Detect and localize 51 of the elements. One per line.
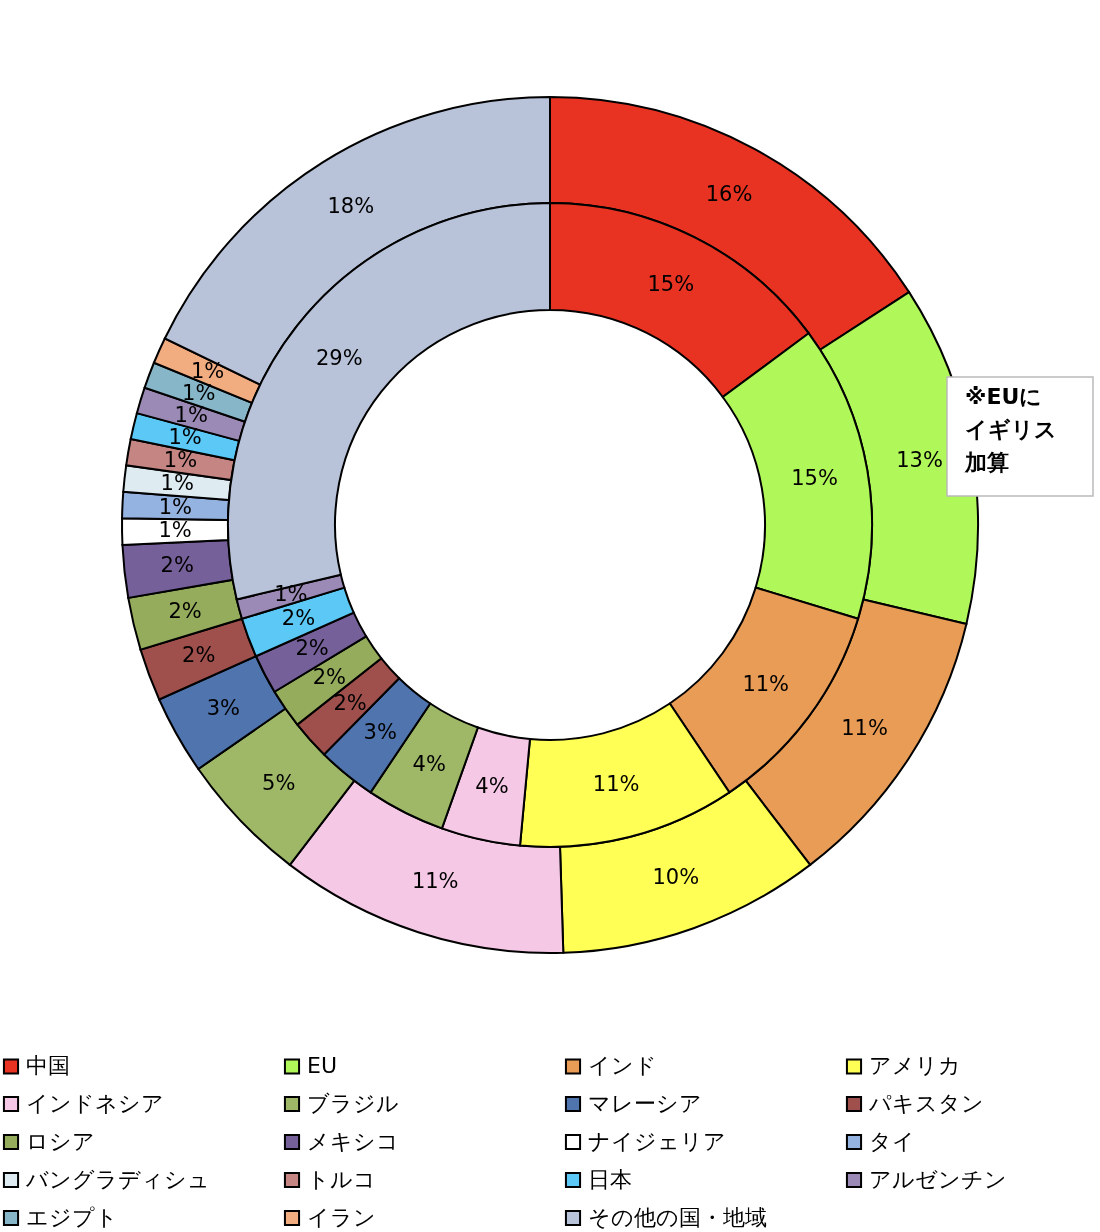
data-label: 11% [592, 772, 640, 797]
data-label: 11% [411, 869, 459, 893]
data-label: 29% [315, 345, 363, 370]
legend-label: バングラディシュ [25, 1167, 210, 1192]
legend-label: インド [588, 1053, 657, 1079]
data-label: 11% [742, 671, 790, 696]
data-label: 4% [412, 751, 446, 776]
data-label: 1% [160, 471, 194, 496]
data-label: 2% [333, 691, 367, 716]
legend-label: メキシコ [307, 1129, 399, 1154]
data-label: 1% [174, 402, 208, 427]
data-label: 1% [158, 517, 192, 542]
data-label: 2% [168, 598, 202, 623]
data-label: 2% [182, 643, 216, 668]
data-label: 16% [705, 182, 753, 207]
data-label: 10% [652, 865, 700, 890]
legend-label: その他の国・地域 [588, 1205, 767, 1230]
legend-label: インドネシア [26, 1091, 164, 1116]
legend-label: イラン [307, 1205, 376, 1230]
legend-label: アルゼンチン [869, 1167, 1007, 1192]
legend-label: トルコ [307, 1167, 376, 1192]
data-label: 15% [791, 466, 838, 491]
data-label: 1% [163, 448, 198, 473]
data-label: 5% [262, 770, 296, 795]
legend-label: ブラジル [307, 1091, 399, 1116]
text: イギリス [965, 417, 1057, 442]
legend-label: 日本 [588, 1167, 632, 1192]
legend-label: EU [307, 1053, 338, 1079]
data-label: 3% [206, 696, 240, 721]
data-label: 2% [295, 636, 329, 661]
data-label: 4% [475, 774, 509, 799]
data-label: 11% [841, 716, 888, 741]
data-label: 2% [281, 606, 316, 631]
legend-label: アメリカ [869, 1053, 961, 1079]
data-label: 2% [160, 552, 194, 577]
data-label: 2% [312, 665, 347, 690]
legend-label: マレーシア [588, 1091, 702, 1116]
legend-label: 中国 [26, 1053, 70, 1079]
data-label: 15% [647, 272, 695, 297]
data-label: 13% [896, 448, 943, 473]
legend-label: ロシア [26, 1129, 95, 1154]
data-label: 3% [363, 720, 397, 745]
data-label: 18% [327, 194, 375, 219]
legend-label: タイ [869, 1129, 915, 1154]
data-label: 1% [168, 425, 202, 450]
text: ※EUに [965, 384, 1043, 409]
data-label: 1% [158, 494, 193, 519]
legend-label: パキスタン [868, 1091, 984, 1116]
text: 加算 [964, 450, 1009, 475]
legend-label: ナイジェリア [588, 1129, 726, 1154]
legend-label: エジプト [26, 1205, 118, 1230]
